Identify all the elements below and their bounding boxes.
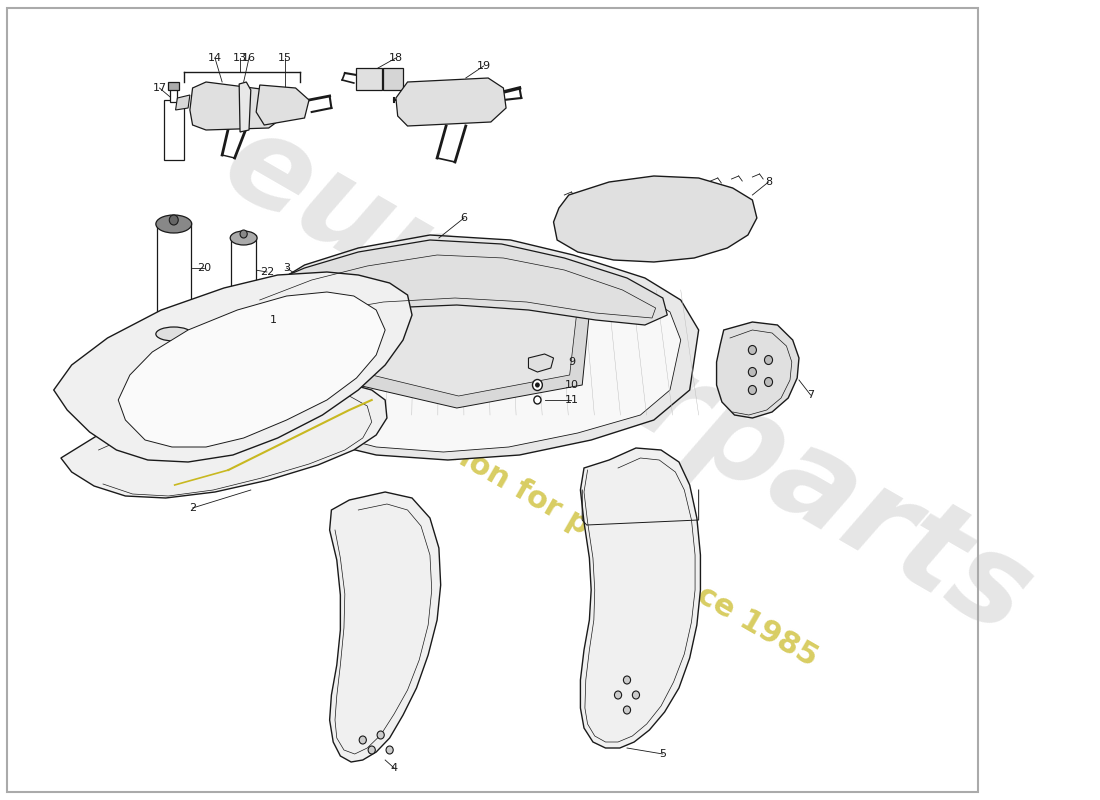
Text: 14: 14 (208, 53, 222, 63)
Ellipse shape (230, 231, 257, 245)
Polygon shape (528, 354, 553, 372)
Circle shape (748, 386, 757, 394)
Text: 1: 1 (270, 315, 277, 325)
Text: 4: 4 (390, 763, 398, 773)
Polygon shape (176, 95, 190, 110)
Polygon shape (336, 268, 591, 408)
Text: 7: 7 (807, 390, 814, 400)
Circle shape (368, 746, 375, 754)
Text: 13: 13 (233, 53, 248, 63)
Polygon shape (118, 292, 385, 447)
Text: eurocarparts: eurocarparts (202, 100, 1052, 660)
Polygon shape (716, 322, 799, 418)
Circle shape (624, 676, 630, 684)
Circle shape (615, 691, 622, 699)
Ellipse shape (230, 330, 257, 341)
Circle shape (748, 367, 757, 377)
Circle shape (632, 691, 639, 699)
Text: 18: 18 (388, 53, 403, 63)
Text: 15: 15 (278, 53, 292, 63)
Circle shape (764, 378, 772, 386)
Circle shape (240, 230, 248, 238)
Polygon shape (581, 448, 701, 748)
Ellipse shape (156, 215, 191, 233)
Text: 10: 10 (564, 380, 579, 390)
Polygon shape (256, 85, 309, 125)
Ellipse shape (156, 327, 191, 341)
Circle shape (748, 346, 757, 354)
Polygon shape (553, 176, 757, 262)
Text: 16: 16 (242, 53, 256, 63)
Text: 8: 8 (764, 177, 772, 187)
Text: 17: 17 (153, 83, 166, 93)
Text: 3: 3 (283, 263, 290, 273)
Bar (231, 235, 256, 335)
Polygon shape (240, 240, 668, 348)
Polygon shape (242, 235, 698, 460)
Polygon shape (190, 82, 282, 130)
Circle shape (360, 736, 366, 744)
Polygon shape (351, 279, 578, 396)
Circle shape (536, 383, 539, 387)
FancyBboxPatch shape (164, 100, 184, 160)
Circle shape (386, 746, 393, 754)
Circle shape (532, 379, 542, 390)
Polygon shape (54, 272, 412, 462)
Bar (384, 68, 403, 90)
Text: 11: 11 (564, 395, 579, 405)
Text: a passion for parts since 1985: a passion for parts since 1985 (360, 388, 823, 672)
Circle shape (624, 706, 630, 714)
FancyBboxPatch shape (170, 88, 177, 102)
Circle shape (169, 215, 178, 225)
Polygon shape (262, 250, 681, 452)
Circle shape (764, 355, 772, 365)
Bar (156, 222, 190, 334)
Text: 2: 2 (189, 503, 196, 513)
Text: 9: 9 (568, 357, 575, 367)
Polygon shape (330, 492, 441, 762)
Bar (356, 68, 382, 90)
Text: 19: 19 (476, 61, 491, 71)
Polygon shape (396, 78, 506, 126)
Text: 20: 20 (197, 263, 211, 273)
Circle shape (377, 731, 384, 739)
Polygon shape (60, 383, 387, 498)
Text: 5: 5 (659, 749, 667, 759)
Text: 22: 22 (260, 267, 274, 277)
Polygon shape (239, 82, 251, 132)
Circle shape (534, 396, 541, 404)
Text: 6: 6 (461, 213, 468, 223)
FancyBboxPatch shape (168, 82, 179, 90)
